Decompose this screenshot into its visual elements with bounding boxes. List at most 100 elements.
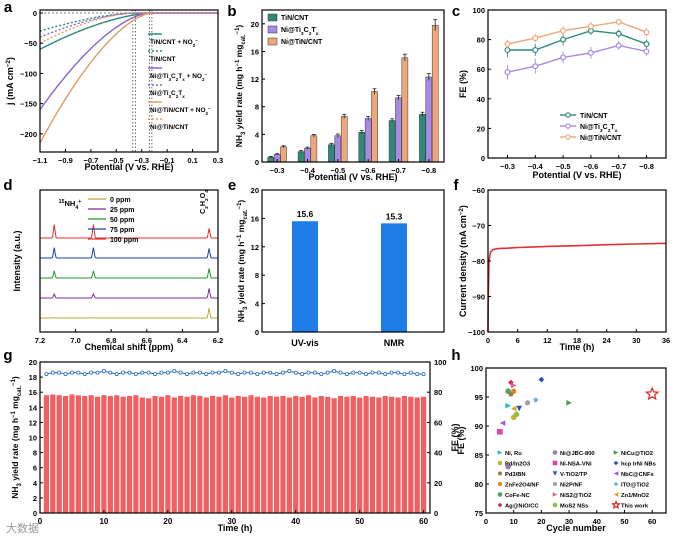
fe-point bbox=[287, 369, 292, 374]
legend-label: TiN/CNT + NO2− bbox=[150, 38, 198, 48]
series-line bbox=[39, 12, 151, 50]
fe-point bbox=[370, 370, 375, 375]
y2-tick-label: 60 bbox=[434, 418, 442, 427]
fe-point bbox=[197, 370, 202, 375]
fe-point bbox=[185, 372, 190, 377]
panel-label: b bbox=[227, 3, 236, 20]
x-tick-label: 60 bbox=[648, 517, 656, 526]
y-tick-label: 0 bbox=[33, 9, 37, 18]
y-tick-label: 80 bbox=[477, 36, 485, 45]
fe-point bbox=[415, 372, 420, 377]
y-tick-label: 4 bbox=[255, 300, 260, 309]
fe-point bbox=[217, 370, 222, 375]
data-point bbox=[504, 69, 511, 76]
data-point bbox=[615, 42, 622, 49]
x-tick-label: 0 bbox=[484, 517, 488, 526]
bar bbox=[267, 395, 273, 513]
nmr-trace bbox=[40, 308, 218, 319]
y-tick-label: 100 bbox=[470, 364, 483, 373]
bar bbox=[235, 395, 241, 513]
bar bbox=[69, 394, 75, 513]
fe-point bbox=[344, 372, 349, 377]
plot-frame bbox=[261, 9, 445, 163]
y-tick-label: 0 bbox=[33, 509, 37, 518]
x-tick-label: −0.5 bbox=[556, 162, 571, 171]
data-label: 15.6 bbox=[297, 209, 314, 219]
y-axis-label: FE (%) bbox=[456, 426, 466, 454]
bar bbox=[184, 396, 190, 513]
x-tick-label: 24 bbox=[602, 336, 611, 345]
bar bbox=[310, 135, 318, 163]
fe-point bbox=[408, 370, 413, 375]
bar bbox=[344, 396, 350, 513]
x-tick-label: 40 bbox=[291, 517, 300, 526]
x-axis-label: Potential (V vs. RHE) bbox=[84, 162, 173, 172]
fe-point bbox=[332, 369, 337, 374]
x-tick-label: −1.1 bbox=[33, 156, 48, 165]
data-point bbox=[643, 41, 650, 48]
fe-point bbox=[300, 372, 305, 377]
y-tick-label: 8 bbox=[33, 449, 37, 458]
x-tick-label: 18 bbox=[573, 336, 581, 345]
fe-point bbox=[44, 372, 49, 377]
y-tick-label: 20 bbox=[251, 186, 259, 195]
legend-label: Pd3/BN bbox=[505, 472, 526, 478]
data-point bbox=[497, 429, 503, 435]
x-tick-label: −0.6 bbox=[584, 162, 599, 171]
x-tick-label: −0.7 bbox=[391, 166, 406, 175]
fe-point bbox=[312, 370, 317, 375]
nmr-trace bbox=[40, 247, 218, 259]
data-point bbox=[511, 388, 517, 394]
y-tick-label: −150 bbox=[20, 100, 37, 109]
x-tick-label: 7.2 bbox=[35, 336, 45, 345]
bar bbox=[152, 395, 158, 513]
bar bbox=[280, 146, 287, 163]
panel-a: a −1.1 −0.9 −0.7 −0.5 −0.3 −0.1 0.1 0.3 0 −50 −100 −… bbox=[4, 0, 223, 172]
series-line bbox=[507, 44, 647, 73]
bar bbox=[88, 395, 94, 513]
legend-swatch bbox=[267, 13, 278, 22]
legend-marker bbox=[497, 492, 503, 497]
panel-label: a bbox=[4, 0, 13, 16]
annotation-c2h2o4: C2H2O4 bbox=[200, 190, 210, 214]
fe-point bbox=[153, 372, 158, 377]
y-tick-label: 10 bbox=[29, 434, 37, 443]
bar bbox=[395, 97, 402, 163]
bar bbox=[273, 396, 280, 513]
bar bbox=[75, 395, 81, 513]
x-tick-label: −0.4 bbox=[528, 162, 544, 171]
legend-label: ITO@TiO2 bbox=[621, 483, 649, 489]
y2-tick-label: 40 bbox=[434, 449, 442, 458]
legend-label: Ni@TiN/CNT bbox=[150, 124, 188, 131]
panel-d: d 7.2 7.0 6.8 6.6 6.4 6.2 Chemical shift (ppm) I… bbox=[3, 177, 223, 352]
data-point bbox=[615, 18, 622, 25]
legend-marker bbox=[552, 460, 558, 466]
fe-point bbox=[229, 370, 234, 375]
data-point bbox=[505, 463, 511, 470]
y-axis-label: NH3 yield rate (mg h−1 mgcat.−1) bbox=[10, 376, 23, 499]
panel-label: g bbox=[3, 347, 12, 364]
bar bbox=[420, 396, 427, 513]
legend-marker bbox=[552, 450, 558, 455]
fe-point bbox=[242, 370, 247, 375]
bar bbox=[178, 395, 184, 513]
legend-label: Ni@Ti3C2Tx bbox=[580, 124, 618, 134]
bar bbox=[299, 396, 305, 513]
y-tick-label: 14 bbox=[29, 403, 38, 412]
bar bbox=[50, 394, 56, 513]
bar bbox=[267, 156, 275, 163]
x-tick-label: −0.3 bbox=[500, 162, 515, 171]
bar bbox=[158, 396, 165, 513]
fe-point bbox=[223, 369, 228, 374]
fe-point bbox=[274, 372, 279, 377]
y-tick-label: −90 bbox=[472, 293, 485, 302]
bar bbox=[254, 396, 260, 513]
panel-h: h 0 10 20 30 40 50 60 75 80 85 90 95 100 Cycle number F… bbox=[451, 347, 667, 533]
fe-point bbox=[101, 369, 106, 374]
bar bbox=[297, 151, 305, 163]
y-tick-label: 2 bbox=[33, 494, 37, 503]
x-axis-label: Potential (V vs. RHE) bbox=[308, 172, 397, 182]
x-tick-label: −0.4 bbox=[300, 166, 316, 175]
y-tick-label: 20 bbox=[477, 124, 485, 133]
legend-label: MoS2 NSs bbox=[560, 504, 588, 510]
